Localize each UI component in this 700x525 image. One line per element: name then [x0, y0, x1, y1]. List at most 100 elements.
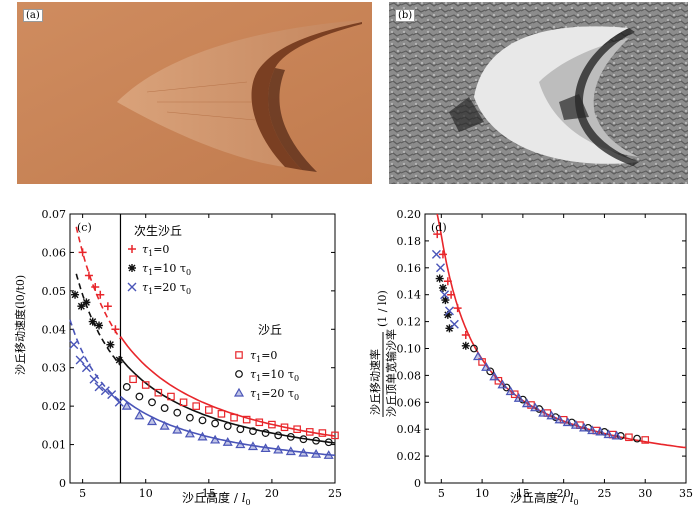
panel-a-image: (a) [17, 2, 372, 184]
chart-d-point [444, 306, 454, 316]
chart-d-point [546, 410, 557, 420]
panel-b-label: (b) [395, 9, 416, 22]
chart-c-ytick-label: 0.06 [42, 246, 67, 259]
chart-d-point [595, 426, 606, 436]
chart-c-point [217, 410, 226, 418]
chart-d-xtick-label: 25 [597, 487, 611, 500]
chart-c-point [210, 434, 221, 444]
chart-d-x-label-sym: l [570, 491, 574, 505]
chart-c-ytick-label: 0 [59, 477, 66, 490]
chart-c-point [91, 283, 100, 292]
chart-d-point [433, 230, 442, 239]
chart-d-point [470, 344, 478, 353]
chart-c-legend-right-marker [233, 387, 245, 397]
chart-c-point [299, 435, 308, 444]
chart-c-ytick-label: 0.02 [42, 400, 67, 413]
chart-d-point [603, 429, 614, 439]
chart-c-point [242, 415, 251, 424]
chart-c-xtick-label: 20 [265, 487, 279, 500]
chart-d-points [431, 230, 650, 444]
chart-c-point [114, 397, 124, 407]
chart-d-y-label-num: 沙丘移动速率 [368, 349, 382, 415]
chart-c-point [159, 420, 170, 430]
chart-c-point [77, 302, 86, 311]
chart-d-ytick-label: 0.08 [397, 369, 422, 382]
chart-d-ytick-label: 0.12 [397, 316, 422, 329]
chart-d-point [431, 249, 441, 259]
chart-c-point [311, 448, 322, 458]
chart-c-point [160, 404, 169, 412]
chart-d-point [641, 436, 650, 444]
chart-c-point [141, 381, 150, 389]
chart-c-ytick-label: 0.01 [42, 439, 67, 452]
chart-c-point [134, 410, 145, 420]
chart-d-point [443, 277, 452, 286]
chart-c-xtick-label: 15 [202, 487, 216, 500]
chart-d-ytick-label: 0 [414, 477, 421, 490]
chart-c-x-label-sym: l [242, 491, 246, 505]
chart-d-ytick-label: 0.04 [397, 423, 422, 436]
chart-d-point [579, 422, 590, 432]
chart-d-point [461, 331, 470, 340]
chart-c-ytick-label: 0.03 [42, 362, 67, 375]
chart-c-point [94, 382, 104, 392]
chart-c-point [179, 398, 188, 407]
chart-c: 5 10 15 20 25 0 0.01 0.02 0.03 0.04 0.05 0.06 0.07 (… [13, 208, 342, 507]
chart-d-point [611, 430, 622, 440]
chart-c-ytick-label: 0.05 [42, 285, 67, 298]
chart-c-point [69, 340, 79, 350]
chart-c-point [82, 298, 91, 307]
chart-d-point [435, 274, 444, 283]
chart-c-point [230, 413, 238, 422]
chart-c-xtick-label: 5 [79, 487, 86, 500]
chart-d-point [521, 398, 532, 408]
chart-c-point [324, 438, 333, 447]
chart-d-x-label-sub: 0 [574, 498, 579, 507]
chart-c-point [274, 431, 283, 440]
chart-d-point [443, 310, 452, 319]
chart-c-fit-line [69, 319, 121, 402]
chart-c-point [184, 428, 195, 438]
chart-c-legend-right-title: 沙丘 [258, 323, 282, 337]
chart-c-point [255, 418, 264, 427]
chart-c-point [148, 398, 156, 407]
chart-c-fit-line [75, 226, 122, 340]
chart-c-point [84, 271, 93, 280]
chart-c-point [100, 386, 110, 396]
chart-c-legend-left-text: τ1=10 τ0 [142, 262, 191, 277]
chart-c-point [173, 408, 182, 417]
chart-c-point [121, 400, 132, 410]
chart-c-point [247, 441, 259, 451]
chart-c-point [146, 416, 158, 426]
chart-c-point [172, 424, 183, 434]
chart-d-fits [436, 213, 687, 449]
chart-c-point [96, 290, 105, 299]
chart-c-legend-left-marker [128, 245, 136, 253]
chart-d-point [447, 290, 456, 299]
chart-c-legend-left-marker [128, 264, 136, 272]
chart-d-x-label: 沙丘高度 / l0 [510, 490, 579, 507]
chart-c-point [95, 321, 104, 330]
chart-c-point [323, 450, 334, 459]
chart-c-point [268, 420, 276, 429]
chart-d-xtick-label: 5 [438, 487, 445, 500]
chart-c-point [249, 427, 257, 436]
chart-c-legend-right-text: τ1=10 τ0 [250, 368, 299, 383]
chart-d-point [625, 433, 633, 442]
chart-c-xtick-label: 25 [328, 487, 342, 500]
chart-d-point [570, 419, 581, 429]
chart-c-legend-right-text: τ1=0 [250, 349, 277, 364]
chart-d-xtick-label: 10 [475, 487, 489, 500]
chart-d-y-label-den: 沙丘顶单宽输沙率 [384, 329, 398, 417]
chart-c-y-label: 沙丘移动速度(l0/t0) [13, 275, 27, 375]
chart-c-panel-label: (c) [77, 221, 92, 234]
chart-d-point [472, 351, 484, 361]
dune-render-a [17, 2, 372, 184]
chart-c-xtick-label: 10 [139, 487, 153, 500]
chart-d-point [633, 434, 641, 443]
chart-c-point [122, 383, 131, 391]
chart-c-point [318, 429, 327, 437]
chart-d-point [486, 367, 495, 376]
panel-a-label: (a) [23, 9, 43, 22]
chart-d-point [440, 290, 450, 300]
